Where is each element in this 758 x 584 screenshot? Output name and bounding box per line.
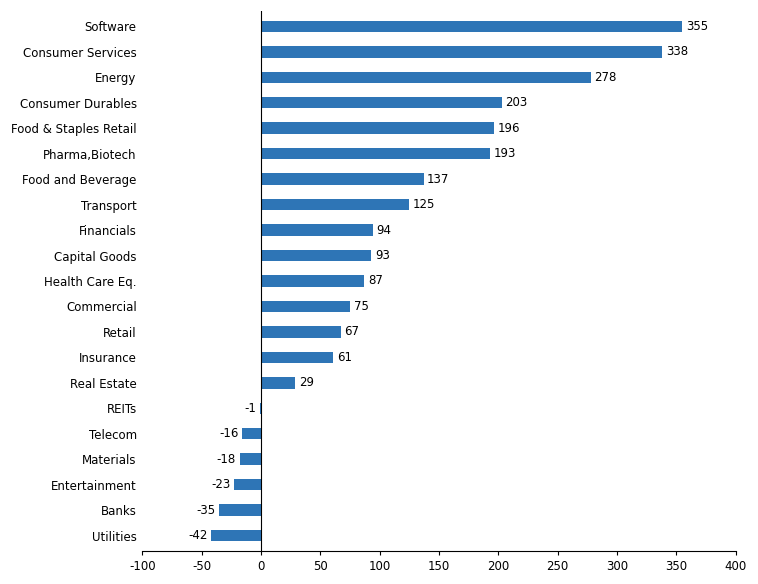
Bar bbox=[261, 46, 662, 58]
Bar bbox=[211, 530, 261, 541]
Text: -18: -18 bbox=[217, 453, 236, 465]
Bar bbox=[240, 454, 261, 465]
Bar bbox=[261, 173, 424, 185]
Text: 75: 75 bbox=[353, 300, 368, 313]
Text: 61: 61 bbox=[337, 351, 352, 364]
Bar bbox=[261, 377, 296, 388]
Text: 203: 203 bbox=[506, 96, 528, 109]
Bar bbox=[261, 301, 350, 312]
Bar bbox=[261, 123, 493, 134]
Text: 67: 67 bbox=[344, 325, 359, 338]
Text: 125: 125 bbox=[413, 198, 435, 211]
Text: 278: 278 bbox=[594, 71, 617, 84]
Text: 338: 338 bbox=[666, 46, 688, 58]
Text: 196: 196 bbox=[497, 121, 520, 135]
Bar bbox=[261, 148, 490, 159]
Text: -42: -42 bbox=[188, 529, 208, 542]
Text: -35: -35 bbox=[197, 503, 216, 517]
Text: 87: 87 bbox=[368, 274, 383, 287]
Text: 29: 29 bbox=[299, 376, 314, 390]
Bar bbox=[242, 428, 261, 440]
Text: -16: -16 bbox=[219, 427, 239, 440]
Text: -1: -1 bbox=[244, 402, 256, 415]
Bar bbox=[261, 326, 340, 338]
Bar bbox=[261, 352, 334, 363]
Text: 137: 137 bbox=[428, 173, 449, 186]
Text: 93: 93 bbox=[375, 249, 390, 262]
Bar bbox=[261, 199, 409, 210]
Text: 355: 355 bbox=[686, 20, 708, 33]
Bar bbox=[261, 20, 682, 32]
Text: -23: -23 bbox=[211, 478, 230, 491]
Bar bbox=[261, 97, 502, 109]
Text: 193: 193 bbox=[493, 147, 516, 160]
Bar bbox=[261, 250, 371, 261]
Bar bbox=[261, 275, 365, 287]
Bar bbox=[220, 505, 261, 516]
Bar bbox=[261, 72, 591, 83]
Bar bbox=[233, 479, 261, 491]
Bar bbox=[261, 224, 373, 236]
Text: 94: 94 bbox=[376, 224, 391, 237]
Bar bbox=[260, 402, 261, 414]
